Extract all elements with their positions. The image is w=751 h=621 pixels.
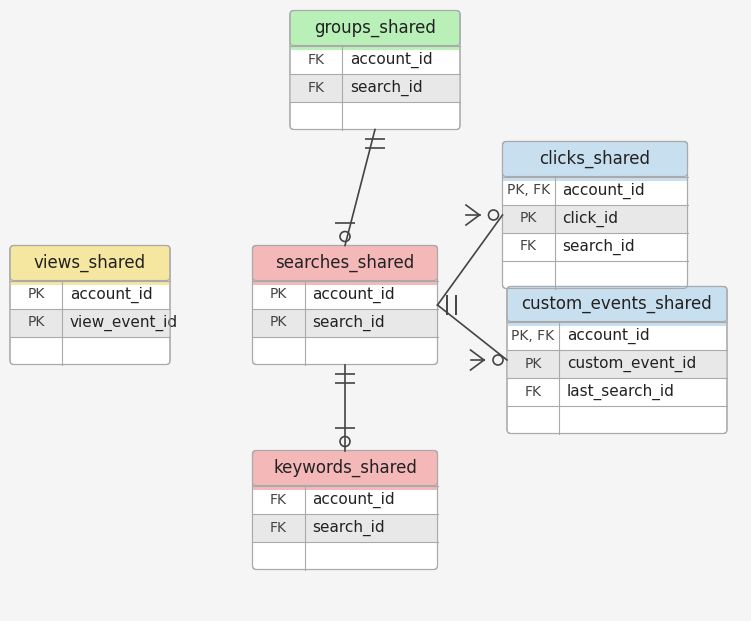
Text: views_shared: views_shared	[34, 254, 146, 272]
FancyBboxPatch shape	[252, 245, 438, 281]
Text: custom_events_shared: custom_events_shared	[522, 295, 713, 313]
Text: search_id: search_id	[312, 314, 385, 330]
Bar	[252, 514, 438, 542]
Text: FK: FK	[307, 53, 324, 66]
Text: account_id: account_id	[562, 183, 645, 199]
Text: search_id: search_id	[562, 238, 635, 255]
FancyBboxPatch shape	[507, 286, 727, 322]
Text: PK: PK	[27, 315, 45, 330]
Text: click_id: click_id	[562, 211, 619, 227]
Text: PK: PK	[520, 212, 537, 225]
Text: FK: FK	[520, 240, 537, 253]
Text: search_id: search_id	[350, 79, 423, 96]
FancyBboxPatch shape	[10, 245, 170, 365]
FancyBboxPatch shape	[290, 11, 460, 130]
Bar	[507, 350, 727, 378]
Text: view_event_id: view_event_id	[70, 314, 178, 330]
FancyBboxPatch shape	[507, 286, 727, 322]
Text: clicks_shared: clicks_shared	[539, 150, 650, 168]
FancyBboxPatch shape	[10, 245, 170, 281]
Text: searches_shared: searches_shared	[276, 254, 415, 272]
FancyBboxPatch shape	[502, 142, 687, 176]
Text: groups_shared: groups_shared	[314, 19, 436, 37]
Text: PK, FK: PK, FK	[511, 329, 554, 343]
Bar	[502, 204, 687, 232]
Bar	[507, 286, 727, 325]
FancyBboxPatch shape	[502, 142, 687, 289]
FancyBboxPatch shape	[290, 11, 460, 45]
Bar	[502, 142, 687, 181]
Bar	[290, 11, 460, 50]
Text: FK: FK	[270, 492, 287, 507]
FancyBboxPatch shape	[507, 286, 727, 433]
FancyBboxPatch shape	[252, 450, 438, 486]
FancyBboxPatch shape	[252, 245, 438, 281]
Text: account_id: account_id	[350, 52, 433, 68]
Text: keywords_shared: keywords_shared	[273, 459, 417, 477]
Text: FK: FK	[524, 384, 541, 399]
Text: FK: FK	[270, 520, 287, 535]
Text: PK: PK	[270, 288, 287, 302]
FancyBboxPatch shape	[290, 11, 460, 45]
Bar	[10, 309, 170, 337]
Text: last_search_id: last_search_id	[567, 383, 675, 399]
FancyBboxPatch shape	[502, 142, 687, 176]
Bar	[252, 245, 438, 284]
Bar	[252, 309, 438, 337]
Text: account_id: account_id	[567, 327, 650, 343]
Text: account_id: account_id	[312, 286, 395, 302]
Text: PK: PK	[27, 288, 45, 302]
Text: account_id: account_id	[70, 286, 152, 302]
Text: search_id: search_id	[312, 519, 385, 535]
Text: PK: PK	[524, 356, 541, 371]
FancyBboxPatch shape	[252, 450, 438, 569]
Text: FK: FK	[307, 81, 324, 94]
FancyBboxPatch shape	[10, 245, 170, 281]
Text: account_id: account_id	[312, 491, 395, 507]
FancyBboxPatch shape	[252, 450, 438, 486]
Bar	[10, 245, 170, 284]
FancyBboxPatch shape	[252, 245, 438, 365]
Text: PK: PK	[270, 315, 287, 330]
Bar	[252, 450, 438, 489]
Text: custom_event_id: custom_event_id	[567, 355, 696, 371]
Text: PK, FK: PK, FK	[507, 183, 550, 197]
Bar	[290, 73, 460, 101]
